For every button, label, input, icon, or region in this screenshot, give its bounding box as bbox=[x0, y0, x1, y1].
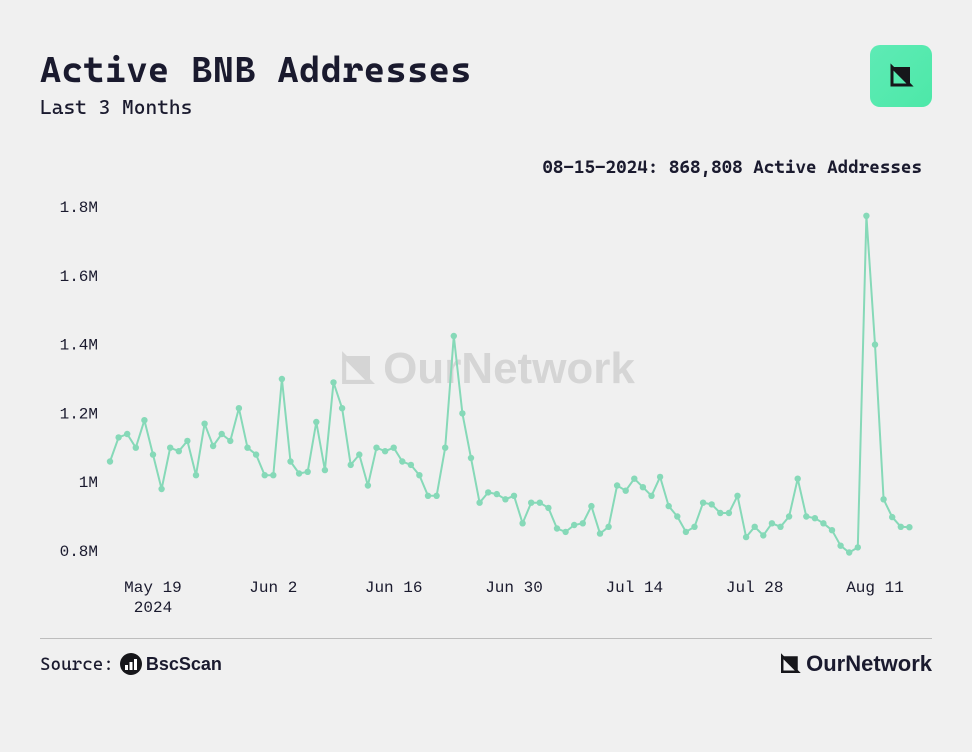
svg-text:1.8M: 1.8M bbox=[60, 199, 98, 217]
footer-brand-icon bbox=[778, 652, 802, 676]
chart-title: Active BNB Addresses bbox=[40, 50, 932, 91]
svg-text:Jun 16: Jun 16 bbox=[365, 579, 423, 597]
svg-text:1.4M: 1.4M bbox=[60, 337, 98, 355]
svg-text:Jul 14: Jul 14 bbox=[606, 579, 664, 597]
chart-annotation: 08-15-2024: 868,808 Active Addresses bbox=[40, 157, 922, 178]
header: Active BNB Addresses Last 3 Months bbox=[40, 50, 932, 119]
source-logo: BscScan bbox=[120, 653, 222, 675]
svg-text:Jun 2: Jun 2 bbox=[249, 579, 297, 597]
chart-subtitle: Last 3 Months bbox=[40, 95, 932, 119]
source-name: BscScan bbox=[146, 654, 222, 675]
footer: Source: BscScan OurNetwork bbox=[40, 651, 932, 677]
brand-badge bbox=[870, 45, 932, 107]
svg-text:Jun 30: Jun 30 bbox=[485, 579, 543, 597]
svg-text:1M: 1M bbox=[79, 474, 98, 492]
svg-text:2024: 2024 bbox=[134, 599, 172, 617]
svg-text:May 19: May 19 bbox=[124, 579, 182, 597]
footer-divider bbox=[40, 638, 932, 639]
svg-text:1.6M: 1.6M bbox=[60, 268, 98, 286]
svg-text:Jul 28: Jul 28 bbox=[726, 579, 784, 597]
chart-area: OurNetwork 0.8M1M1.2M1.4M1.6M1.8MMay 19J… bbox=[40, 184, 932, 624]
footer-brand: OurNetwork bbox=[778, 651, 932, 677]
brand-badge-icon bbox=[884, 59, 918, 93]
line-chart: 0.8M 1M 1.2M 1.4M 1.6M 1.8M May 19 Jun 2 Jun 16 J… bbox=[40, 184, 932, 624]
bscscan-icon bbox=[120, 653, 142, 675]
footer-brand-text: OurNetwork bbox=[806, 651, 932, 677]
source-label: Source: bbox=[40, 654, 114, 675]
svg-text:Aug 11: Aug 11 bbox=[846, 579, 904, 597]
svg-text:0.8M: 0.8M bbox=[60, 543, 98, 561]
source: Source: BscScan bbox=[40, 653, 222, 675]
svg-text:1.2M: 1.2M bbox=[60, 405, 98, 423]
